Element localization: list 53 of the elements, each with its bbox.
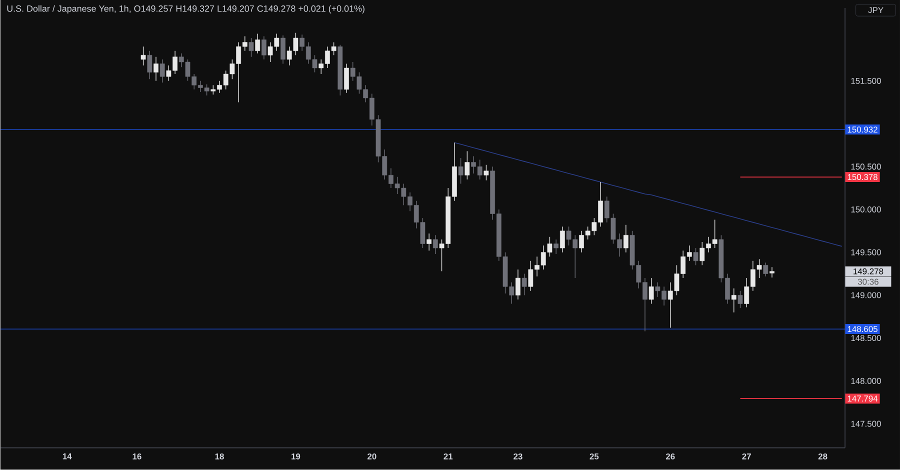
candlestick <box>262 36 266 60</box>
data-label: 150.378 <box>848 174 878 180</box>
candlestick <box>648 278 654 304</box>
candlestick <box>140 46 146 66</box>
x-tick-label: 26 <box>666 454 675 460</box>
x-tick-label: 27 <box>742 454 751 460</box>
candlestick <box>154 56 158 82</box>
candlestick <box>516 269 520 300</box>
y-tick-label: 149.500 <box>851 249 881 256</box>
chart-title: U.S. Dollar / Japanese Yen, 1h, O149.257 H149.327 L149.207 C149.278 +0.021 (+0.01%) <box>7 5 364 14</box>
data-label: 147.794 <box>848 396 878 402</box>
x-tick-label: 19 <box>292 454 300 460</box>
x-tick-label: 23 <box>514 454 522 460</box>
candlestick <box>554 239 559 254</box>
x-tick-label: 25 <box>590 454 599 460</box>
candlestick <box>560 226 565 253</box>
x-tick-label: 14 <box>62 454 72 460</box>
y-tick-label: 151.500 <box>851 78 881 84</box>
x-tick-label: 21 <box>444 454 453 460</box>
x-tick-label: 20 <box>368 454 376 460</box>
candlestick <box>432 234 438 254</box>
candlestick <box>344 63 349 94</box>
candlestick <box>522 274 527 296</box>
candlestick <box>248 38 254 58</box>
ref-line-label: 150.932 <box>848 126 878 133</box>
candlestick <box>763 262 768 277</box>
x-tick-label: 18 <box>215 454 224 460</box>
ref-line-label: 148.605 <box>848 326 878 332</box>
candlestick <box>770 266 774 278</box>
candlestick <box>731 288 736 313</box>
candlestick <box>484 164 489 181</box>
y-tick-label: 148.500 <box>851 335 881 342</box>
x-tick-label: 16 <box>132 454 142 460</box>
x-tick-label: 28 <box>818 454 828 460</box>
candlestick <box>147 50 152 80</box>
text: JPY <box>868 7 884 14</box>
candlestick <box>426 233 432 252</box>
line-series <box>454 142 842 247</box>
candlestick <box>280 35 286 64</box>
y-tick-label: 150.500 <box>851 164 881 170</box>
candlestick <box>255 33 260 54</box>
candlestick <box>693 248 698 266</box>
y-tick-label: 150.000 <box>851 206 881 213</box>
candlestick <box>160 59 165 84</box>
text: 149.278 <box>854 268 884 274</box>
y-tick-label: 147.500 <box>851 420 881 427</box>
candlestick <box>738 290 743 309</box>
candlestick <box>464 150 470 180</box>
text: 30:36 <box>858 278 878 285</box>
y-tick-label: 148.000 <box>851 378 881 384</box>
candlestick <box>458 158 464 184</box>
y-tick-label: 149.000 <box>851 292 881 298</box>
candlestick <box>624 224 628 253</box>
